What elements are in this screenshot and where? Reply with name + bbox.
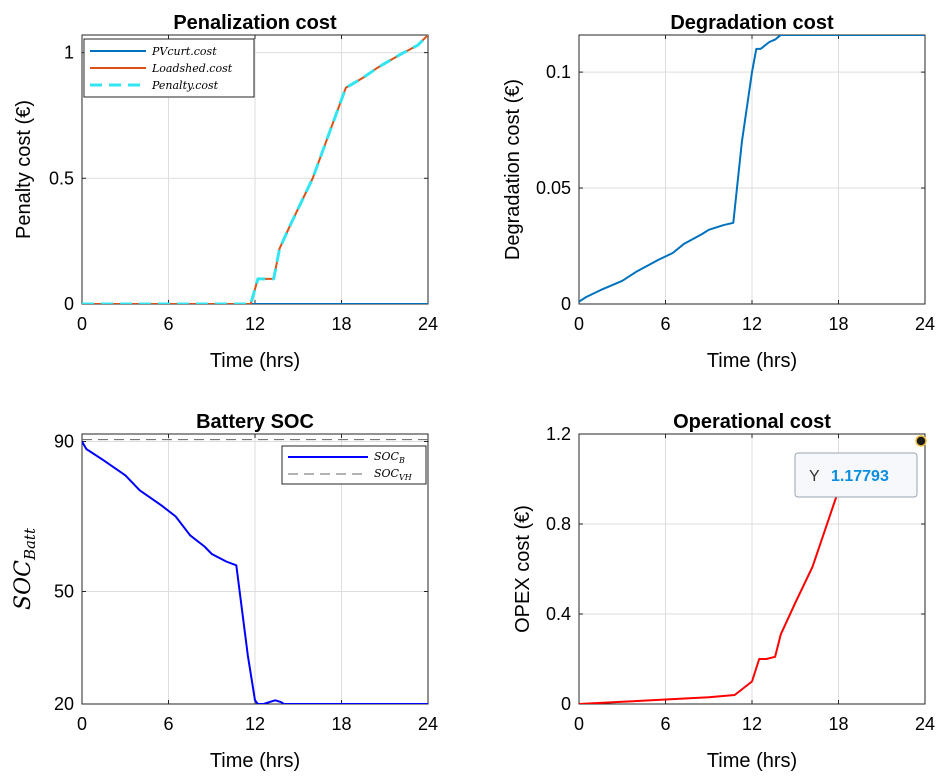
x-axis-label: Time (hrs) <box>210 750 300 772</box>
x-tick-label: 0 <box>574 714 584 734</box>
y-tick-label: 0.5 <box>49 168 74 188</box>
y-tick-label: 20 <box>54 694 74 714</box>
legend-entry: Penalty.cost <box>151 79 219 92</box>
chart-2: 0 6 12 18 24 0 0.05 0.1 Degradation cost Time (hr… <box>502 12 935 372</box>
y-axis-label-main: SOC <box>11 560 36 610</box>
x-tick-label: 12 <box>742 714 762 734</box>
x-tick-label: 24 <box>915 714 935 734</box>
x-tick-label: 6 <box>660 714 670 734</box>
legend-entry: PVcurt.cost <box>151 45 217 58</box>
y-tick-label: 1.2 <box>546 424 571 444</box>
chart-1: 0 6 12 18 24 0 0.5 1 Penalization cost Time (hrs)… <box>13 12 438 372</box>
y-tick-label: 0.4 <box>546 604 571 624</box>
x-tick-label: 6 <box>660 314 670 334</box>
datatip-marker[interactable] <box>915 435 927 447</box>
legend-entry: Loadshed.cost <box>151 62 233 75</box>
chart-4: 0 6 12 18 24 0 0.4 0.8 1.2 Operational cost Time (… <box>512 411 935 772</box>
y-tick-label: 0 <box>561 294 571 314</box>
series-line-1 <box>579 35 925 303</box>
x-tick-label: 0 <box>574 314 584 334</box>
x-axis-label: Time (hrs) <box>707 350 797 372</box>
x-axis-label: Time (hrs) <box>707 750 797 772</box>
legend-entry-main: SOC <box>374 450 400 463</box>
datatip[interactable]: Y 1.17793 <box>794 435 927 498</box>
legend: PVcurt.cost Loadshed.cost Penalty.cost <box>83 38 255 98</box>
x-tick-label: 24 <box>418 314 438 334</box>
y-tick-label: 0 <box>64 294 74 314</box>
legend-entry-main: SOC <box>374 467 400 480</box>
series-line-1 <box>579 489 840 704</box>
x-tick-label: 0 <box>77 314 87 334</box>
series-line-1 <box>82 441 428 704</box>
x-tick-label: 0 <box>77 714 87 734</box>
y-tick-label: 0.8 <box>546 514 571 534</box>
x-tick-label: 24 <box>915 314 935 334</box>
chart-title: Operational cost <box>673 411 831 433</box>
y-tick-label: 90 <box>54 432 74 452</box>
x-tick-label: 12 <box>245 714 265 734</box>
y-axis-label: SOCBatt <box>11 527 39 610</box>
legend-entry-sub: B <box>398 456 405 465</box>
x-axis-label: Time (hrs) <box>210 350 300 372</box>
y-tick-label: 0.05 <box>536 178 571 198</box>
x-tick-label: 18 <box>331 714 351 734</box>
x-tick-label: 6 <box>163 714 173 734</box>
legend-entry: SOCVH <box>374 467 413 482</box>
datatip-value: 1.17793 <box>831 468 889 485</box>
chart-title: Battery SOC <box>196 411 314 433</box>
legend-entry: SOCB <box>374 450 405 465</box>
x-tick-label: 18 <box>331 314 351 334</box>
y-axis-label: Penalty cost (€) <box>13 100 35 239</box>
y-tick-label: 50 <box>54 582 74 602</box>
datatip-box <box>794 452 918 498</box>
x-tick-label: 18 <box>828 314 848 334</box>
x-tick-label: 18 <box>828 714 848 734</box>
x-tick-label: 24 <box>418 714 438 734</box>
datatip-label: Y <box>809 468 820 485</box>
x-tick-label: 12 <box>245 314 265 334</box>
y-tick-label: 0.1 <box>546 62 571 82</box>
y-axis-label: OPEX cost (€) <box>512 505 534 633</box>
legend-box <box>281 445 427 485</box>
x-tick-label: 12 <box>742 314 762 334</box>
x-tick-label: 6 <box>163 314 173 334</box>
chart-title: Degradation cost <box>670 12 834 34</box>
series-line-3 <box>82 35 428 304</box>
legend-entry-sub: VH <box>399 473 413 482</box>
y-tick-label: 0 <box>561 694 571 714</box>
y-tick-label: 1 <box>64 43 74 63</box>
y-axis-label: Degradation cost (€) <box>502 79 524 260</box>
chart-title: Penalization cost <box>173 12 337 34</box>
y-axis-label-sub: Batt <box>21 527 39 561</box>
